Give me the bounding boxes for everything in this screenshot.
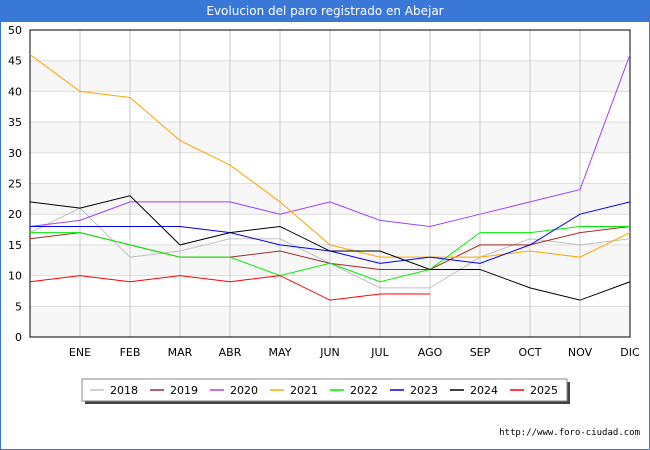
legend-label: 2019 [170, 384, 198, 397]
series-line-2025 [29, 275, 430, 301]
legend-label: 2022 [350, 384, 378, 397]
x-tick-label: ABR [219, 346, 242, 359]
y-tick-label: 10 [8, 270, 22, 283]
legend-label: 2025 [530, 384, 558, 397]
x-tick-label: FEB [120, 346, 141, 359]
legend-label: 2021 [290, 384, 318, 397]
y-tick-label: 45 [8, 55, 22, 68]
x-tick-label: MAR [168, 346, 193, 359]
legend-label: 2023 [410, 384, 438, 397]
legend-label: 2020 [230, 384, 258, 397]
legend [81, 378, 568, 402]
series-line-2024 [29, 195, 631, 301]
series-line-2022 [30, 225, 630, 283]
x-tick-label: AGO [418, 346, 443, 359]
series-line-2020 [29, 54, 631, 227]
x-tick-label: JUN [319, 346, 340, 359]
x-tick-label: ENE [69, 346, 91, 359]
y-tick-label: 50 [8, 24, 22, 37]
y-tick-label: 40 [8, 85, 22, 98]
x-tick-label: OCT [518, 346, 541, 359]
x-tick-label: SEP [470, 346, 491, 359]
plot-border [29, 29, 631, 338]
footer-url[interactable]: http://www.foro-ciudad.com [499, 428, 640, 438]
y-tick-label: 30 [8, 147, 22, 160]
y-tick-label: 15 [8, 239, 22, 252]
y-tick-label: 25 [8, 178, 22, 191]
y-tick-label: 5 [15, 300, 22, 313]
y-tick-label: 0 [15, 331, 22, 344]
series-line-2021 [29, 54, 631, 258]
x-tick-label: DIC [620, 346, 640, 359]
legend-label: 2018 [110, 384, 138, 397]
chart-title: Evolucion del paro registrado en Abejar [0, 0, 650, 22]
x-tick-label: NOV [568, 346, 593, 359]
y-tick-label: 35 [8, 116, 22, 129]
x-tick-label: JUL [370, 346, 389, 359]
y-tick-label: 20 [8, 208, 22, 221]
legend-label: 2024 [470, 384, 498, 397]
x-tick-label: MAY [269, 346, 292, 359]
